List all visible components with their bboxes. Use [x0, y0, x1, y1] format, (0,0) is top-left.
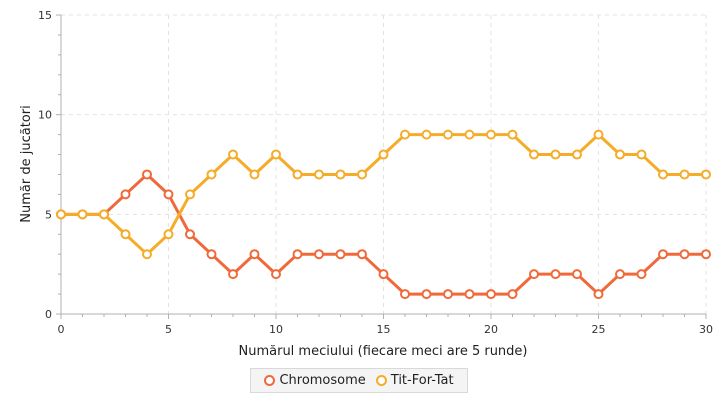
legend-marker-tit-for-tat: [375, 375, 387, 386]
data-point-chromosome: [443, 289, 453, 300]
data-point-tit-for-tat: [529, 149, 539, 160]
data-point-tit-for-tat: [206, 169, 217, 180]
data-point-tit-for-tat: [292, 169, 303, 180]
data-point-tit-for-tat: [464, 129, 475, 140]
x-tick-label: 10: [269, 323, 283, 336]
data-point-chromosome: [421, 289, 432, 300]
data-point-chromosome: [271, 269, 281, 280]
data-point-tit-for-tat: [185, 189, 195, 200]
data-point-chromosome: [507, 289, 518, 300]
data-point-chromosome: [615, 269, 625, 280]
data-point-chromosome: [636, 269, 647, 280]
data-point-tit-for-tat: [56, 209, 66, 220]
data-point-chromosome: [120, 189, 131, 200]
legend: Chromosome Tit-For-Tat: [250, 368, 468, 393]
data-point-chromosome: [378, 269, 389, 280]
x-tick-label: 0: [58, 323, 65, 336]
data-point-tit-for-tat: [550, 149, 561, 160]
data-point-tit-for-tat: [572, 149, 582, 160]
series-tit-for-tat: [56, 129, 711, 260]
data-point-chromosome: [206, 249, 217, 260]
data-point-chromosome: [163, 189, 174, 200]
data-point-tit-for-tat: [314, 169, 324, 180]
data-point-chromosome: [464, 289, 475, 300]
data-point-chromosome: [658, 249, 668, 260]
x-tick-label: 5: [165, 323, 172, 336]
data-point-chromosome: [486, 289, 496, 300]
legend-item-chromosome[interactable]: Chromosome: [264, 373, 366, 388]
data-point-tit-for-tat: [421, 129, 432, 140]
data-point-tit-for-tat: [77, 209, 88, 220]
data-point-tit-for-tat: [357, 169, 367, 180]
data-point-chromosome: [701, 249, 711, 260]
data-point-tit-for-tat: [658, 169, 668, 180]
data-point-chromosome: [572, 269, 582, 280]
data-point-tit-for-tat: [249, 169, 260, 180]
data-point-tit-for-tat: [120, 229, 131, 240]
data-point-tit-for-tat: [142, 249, 152, 260]
data-point-chromosome: [550, 269, 561, 280]
x-tick-label: 30: [699, 323, 713, 336]
data-point-tit-for-tat: [701, 169, 711, 180]
data-point-chromosome: [292, 249, 303, 260]
data-point-tit-for-tat: [163, 229, 174, 240]
grid-lines: [61, 14, 707, 314]
x-tick-label: 20: [484, 323, 498, 336]
y-tick-label: 10: [38, 109, 52, 122]
tick-labels: 0 5 10 15 20 25 30 0 5 10 15: [38, 9, 713, 336]
x-axis-label: Numărul meciului (fiecare meci are 5 run…: [239, 344, 528, 359]
data-point-tit-for-tat: [378, 149, 389, 160]
data-point-chromosome: [335, 249, 346, 260]
data-point-tit-for-tat: [486, 129, 496, 140]
data-point-tit-for-tat: [636, 149, 647, 160]
y-tick-label: 0: [45, 308, 52, 321]
data-point-tit-for-tat: [271, 149, 281, 160]
legend-label-tit-for-tat: Tit-For-Tat: [390, 373, 454, 388]
x-tick-label: 15: [377, 323, 391, 336]
legend-label-chromosome: Chromosome: [279, 373, 366, 388]
data-point-chromosome: [249, 249, 260, 260]
series-group: [56, 129, 711, 300]
y-tick-label: 5: [45, 208, 52, 221]
data-point-tit-for-tat: [228, 149, 238, 160]
data-point-tit-for-tat: [99, 209, 109, 220]
data-point-chromosome: [228, 269, 238, 280]
data-point-tit-for-tat: [443, 129, 453, 140]
data-point-tit-for-tat: [615, 149, 625, 160]
axes: [56, 14, 707, 319]
data-point-tit-for-tat: [335, 169, 346, 180]
data-point-chromosome: [314, 249, 324, 260]
data-point-chromosome: [400, 289, 410, 300]
legend-item-tit-for-tat[interactable]: Tit-For-Tat: [375, 373, 454, 388]
data-point-chromosome: [679, 249, 690, 260]
data-point-chromosome: [185, 229, 195, 240]
x-tick-label: 25: [592, 323, 606, 336]
data-point-tit-for-tat: [400, 129, 410, 140]
y-tick-label: 15: [38, 9, 52, 22]
data-point-chromosome: [357, 249, 367, 260]
data-point-chromosome: [593, 289, 604, 300]
y-axis-label: Număr de jucători: [19, 105, 34, 222]
legend-marker-chromosome: [264, 375, 276, 386]
data-point-tit-for-tat: [507, 129, 518, 140]
data-point-chromosome: [529, 269, 539, 280]
data-point-tit-for-tat: [593, 129, 604, 140]
data-point-tit-for-tat: [679, 169, 690, 180]
data-point-chromosome: [142, 169, 152, 180]
